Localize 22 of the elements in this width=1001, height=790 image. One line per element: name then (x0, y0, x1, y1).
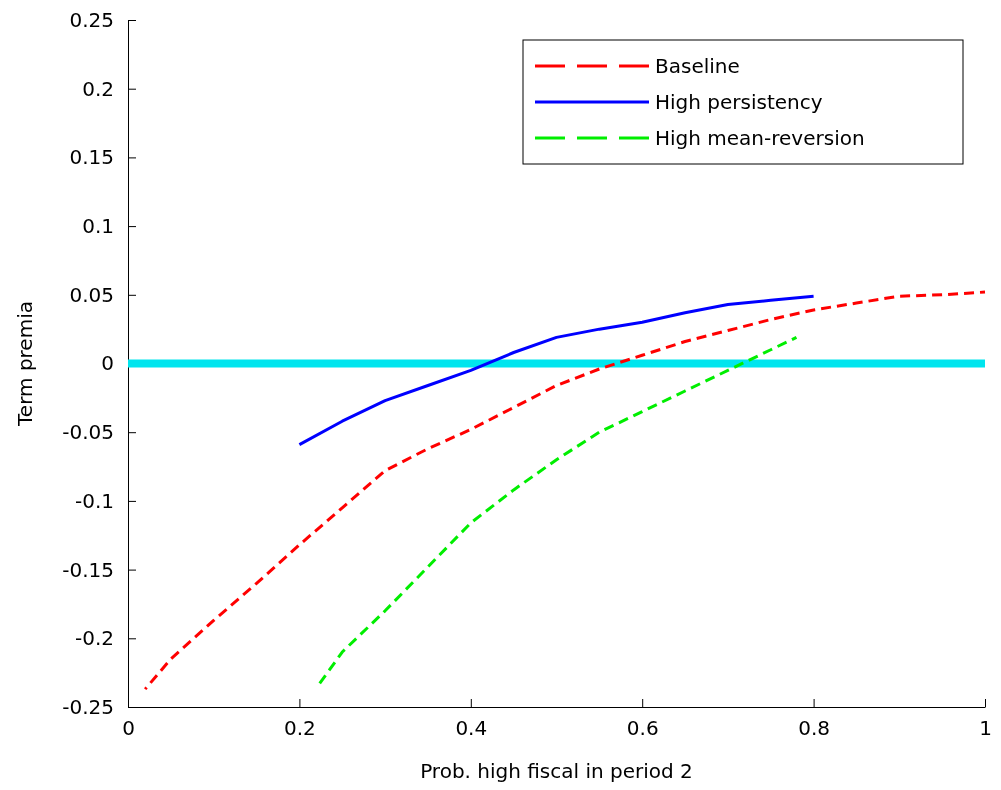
y-tick-label: -0.15 (62, 557, 114, 582)
x-axis-title: Prob. high fiscal in period 2 (420, 759, 693, 783)
x-tick-label: 0 (122, 716, 135, 741)
y-tick-label: -0.05 (62, 420, 114, 445)
y-tick-label: 0 (101, 351, 114, 376)
legend-label: Baseline (655, 54, 740, 78)
y-tick-label: 0.05 (69, 282, 114, 307)
legend-label: High persistency (655, 90, 823, 114)
x-tick-label: 0.2 (283, 716, 316, 741)
y-tick-label: 0.15 (69, 145, 114, 170)
y-tick-label: -0.2 (74, 626, 114, 651)
y-tick-label: -0.1 (74, 488, 114, 513)
y-axis-title: Term premia (13, 301, 37, 427)
x-tick-label: 0.8 (798, 716, 831, 741)
x-tick-label: 0.4 (455, 716, 488, 741)
x-tick-label: 1 (979, 716, 992, 741)
x-tick-label: 0.6 (626, 716, 659, 741)
legend-label: High mean-reversion (655, 126, 865, 150)
y-tick-label: 0.25 (69, 7, 114, 32)
y-tick-label: 0.2 (82, 76, 114, 101)
y-tick-label: 0.1 (82, 214, 114, 238)
y-tick-label: -0.25 (62, 694, 114, 719)
